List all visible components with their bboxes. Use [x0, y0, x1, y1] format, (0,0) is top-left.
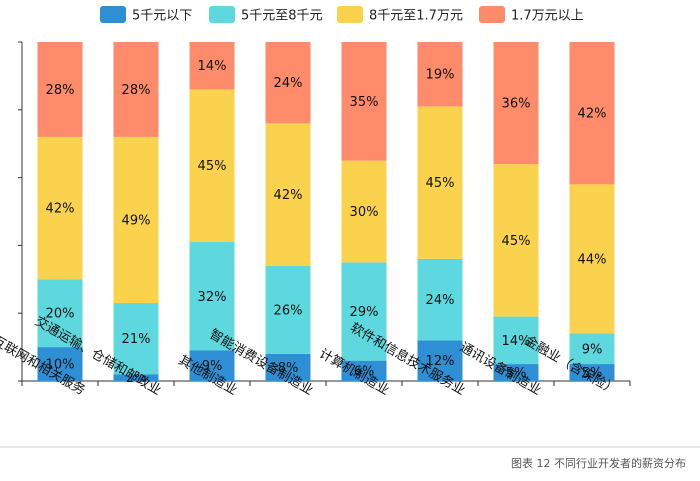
data-label: 28% [122, 83, 151, 98]
bar-segment [265, 353, 311, 381]
data-label: 44% [578, 252, 607, 267]
legend-swatch [337, 6, 363, 23]
data-label: 45% [198, 159, 227, 174]
bar-segment [37, 347, 83, 381]
bar-segment [113, 42, 159, 137]
data-label: 6% [354, 364, 375, 379]
bar-segment [493, 364, 539, 381]
data-label: 32% [198, 290, 227, 305]
bar-segment [493, 316, 539, 365]
data-label: 29% [350, 305, 379, 320]
bar-segment [37, 279, 83, 348]
figure-caption: 图表 12 不同行业开发者的薪资分布 [511, 457, 686, 470]
data-label: 20% [46, 307, 75, 322]
data-label: 19% [426, 68, 455, 83]
bar-segment [569, 333, 615, 365]
data-label: 12% [426, 354, 455, 369]
bar-segment [37, 42, 83, 137]
bar-segment [341, 360, 387, 381]
bar-segment [265, 265, 311, 354]
bar-segment [37, 136, 83, 280]
bar-segment [189, 350, 235, 381]
data-label: 28% [46, 83, 75, 98]
data-label: 42% [274, 188, 303, 203]
data-label: 14% [502, 334, 531, 349]
bar-segment [189, 89, 235, 243]
bar-segment [265, 123, 311, 266]
bar-segment [113, 136, 159, 304]
bar-segment [569, 42, 615, 185]
bar-segment [341, 42, 387, 161]
data-label: 36% [502, 97, 531, 112]
legend-label: 5千元以下 [132, 9, 192, 24]
bar-segment [113, 303, 159, 375]
bar-segment [341, 160, 387, 263]
bar-segment [189, 42, 235, 90]
bar-segment [417, 106, 463, 259]
data-label: 10% [46, 358, 75, 373]
legend-label: 1.7万元以上 [511, 9, 584, 24]
bar-segment [265, 42, 311, 124]
data-label: 45% [426, 176, 455, 191]
data-label: 35% [350, 95, 379, 110]
bar-segment [569, 364, 615, 381]
data-label: 5% [582, 366, 603, 381]
data-label: 45% [502, 234, 531, 249]
data-label: 8% [278, 361, 299, 376]
legend-label: 5千元至8千元 [241, 9, 323, 24]
legend-label: 8千元至1.7万元 [369, 9, 463, 24]
bar-segment [417, 340, 463, 381]
bar-segment [417, 258, 463, 341]
bar-segment [113, 374, 159, 381]
data-label: 26% [274, 303, 303, 318]
data-label: 2% [126, 371, 147, 386]
bar-segment [417, 42, 463, 107]
legend-swatch [100, 6, 126, 23]
bar-segment [189, 242, 235, 351]
bar-segment [493, 164, 539, 317]
data-label: 24% [274, 76, 303, 91]
data-label: 9% [582, 342, 603, 357]
data-label: 9% [202, 359, 223, 374]
bar-segment [341, 262, 387, 361]
bar-segment [569, 184, 615, 334]
data-label: 24% [426, 293, 455, 308]
legend-swatch [479, 6, 505, 23]
data-label: 21% [122, 332, 151, 347]
data-label: 14% [198, 59, 227, 74]
legend-swatch [209, 6, 235, 23]
bar-segment [493, 42, 539, 165]
data-label: 30% [350, 205, 379, 220]
data-label: 49% [122, 213, 151, 228]
data-label: 42% [578, 107, 607, 122]
data-label: 5% [506, 366, 527, 381]
data-label: 42% [46, 202, 75, 217]
